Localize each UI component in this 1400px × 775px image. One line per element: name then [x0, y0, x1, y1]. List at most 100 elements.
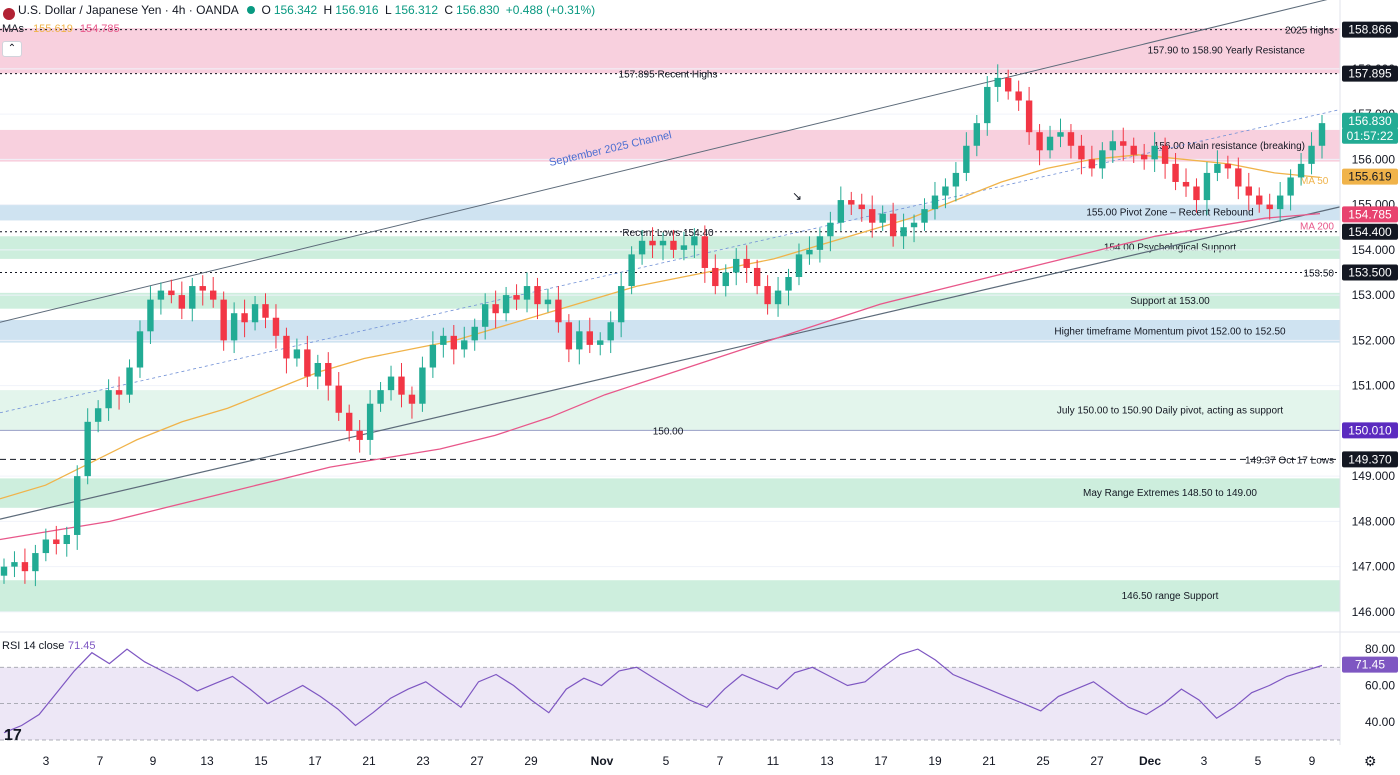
candle-83 — [869, 209, 876, 223]
candle-119 — [1245, 186, 1252, 196]
rsi-y-tick-2: 40.00 — [1365, 715, 1395, 729]
candle-56 — [586, 331, 593, 345]
zone-label-5: Higher timeframe Momentum pivot 152.00 t… — [1054, 326, 1286, 337]
candle-99 — [1036, 132, 1043, 151]
candle-63 — [659, 240, 667, 246]
candle-120 — [1256, 195, 1263, 205]
zone-3 — [0, 236, 1340, 259]
candle-5 — [53, 539, 60, 545]
ma50-label: MA 50 — [1300, 176, 1329, 187]
x-tick-label-22: 5 — [1255, 754, 1262, 768]
level-label-0: 2025 highs — [1285, 26, 1334, 37]
candle-27 — [283, 335, 290, 359]
zone-label-6: July 150.00 to 150.90 Daily pivot, actin… — [1057, 406, 1283, 417]
candle-88 — [921, 209, 928, 223]
close-value: 156.830 — [456, 3, 500, 17]
x-tick-label-8: 27 — [470, 754, 484, 768]
candle-24 — [251, 304, 259, 323]
zone-label-8: 146.50 range Support — [1122, 591, 1219, 602]
channel-mid-line — [0, 109, 1341, 414]
candle-111 — [1161, 145, 1169, 164]
candle-31 — [325, 362, 332, 386]
x-tick-label-15: 17 — [874, 754, 888, 768]
candle-96 — [1004, 77, 1012, 92]
candle-38 — [398, 376, 405, 395]
market-status-icon — [247, 6, 256, 14]
price-tag-6 — [1342, 223, 1398, 240]
channel-lower-line — [0, 206, 1341, 520]
open-label: O — [261, 3, 271, 17]
rsi-line — [3, 648, 1323, 734]
price-tag-label-3: 01:57:22 — [1347, 129, 1394, 143]
x-tick-label-17: 21 — [982, 754, 996, 768]
y-tick-label-6: 153.000 — [1352, 288, 1396, 302]
candle-33 — [345, 412, 353, 431]
x-tick-label-1: 7 — [97, 754, 104, 768]
chevron-up-icon[interactable]: ⌃ — [2, 41, 22, 57]
candle-77 — [806, 249, 813, 255]
ma200-legend-value: 154.785 — [79, 23, 120, 35]
candle-6 — [63, 534, 70, 545]
candle-46 — [481, 304, 489, 327]
tradingview-logo-icon: 17 — [4, 727, 22, 744]
price-tag-label-9: 149.370 — [1348, 452, 1392, 466]
x-tick-label-4: 15 — [254, 754, 268, 768]
candle-110 — [1151, 145, 1158, 160]
candle-22 — [230, 313, 238, 341]
candle-42 — [440, 335, 447, 345]
level-label-4: 150.00 — [653, 426, 684, 437]
x-tick-label-14: 13 — [820, 754, 834, 768]
x-tick-label-18: 25 — [1036, 754, 1050, 768]
candle-9 — [94, 408, 102, 422]
candle-66 — [691, 236, 698, 246]
gear-icon: ⚙ — [1364, 753, 1377, 769]
candle-106 — [1109, 141, 1116, 151]
price-tag-label-8: 150.010 — [1348, 423, 1392, 437]
symbol-title[interactable]: U.S. Dollar / Japanese Yen · 4h · OANDA — [18, 3, 239, 17]
candle-20 — [210, 290, 217, 300]
x-tick-label-3: 13 — [200, 754, 214, 768]
x-tick-label-19: 27 — [1090, 754, 1104, 768]
zone-label-3: 154.00 Psychological Support — [1104, 243, 1237, 254]
x-tick-label-13: 11 — [767, 754, 780, 768]
candle-95 — [994, 77, 1001, 87]
level-label-3: 153.50 — [1303, 268, 1334, 279]
candle-75 — [785, 277, 792, 291]
rsi-band — [0, 667, 1340, 740]
candle-17 — [178, 295, 186, 309]
y-tick-label-0: 146.000 — [1352, 605, 1396, 619]
candle-81 — [848, 200, 855, 205]
candle-93 — [973, 123, 981, 146]
price-tag-8 — [1342, 422, 1398, 439]
candle-32 — [335, 385, 342, 413]
ma-legend[interactable]: MAs 155.619 154.785 — [2, 23, 120, 35]
low-value: 156.312 — [394, 3, 439, 17]
x-tick-label-20: Dec — [1139, 754, 1161, 768]
candle-85 — [889, 213, 897, 237]
candle-98 — [1025, 100, 1033, 133]
y-tick-label-9: 156.000 — [1352, 152, 1396, 166]
price-tag-7 — [1342, 264, 1398, 281]
chart-header: U.S. Dollar / Japanese Yen · 4h · OANDA … — [0, 3, 598, 20]
candle-35 — [366, 403, 374, 440]
zone-0 — [0, 28, 1340, 74]
candle-84 — [879, 213, 886, 223]
x-tick-label-6: 21 — [362, 754, 376, 768]
candle-55 — [576, 331, 583, 350]
candle-26 — [272, 317, 280, 336]
price-tag-label-7: 153.500 — [1348, 265, 1392, 279]
level-label-1: 157.895 Recent Highs — [619, 70, 718, 81]
candle-71 — [743, 258, 750, 268]
x-tick-label-12: 7 — [717, 754, 724, 768]
candle-124 — [1297, 163, 1305, 178]
ma200-label: MA 200 — [1300, 221, 1334, 232]
candle-34 — [356, 430, 363, 440]
candle-3 — [32, 553, 39, 572]
candle-104 — [1088, 159, 1096, 169]
candle-121 — [1266, 204, 1273, 210]
price-tag-9 — [1342, 451, 1398, 468]
candle-69 — [722, 272, 729, 287]
y-tick-label-4: 151.000 — [1352, 379, 1396, 393]
